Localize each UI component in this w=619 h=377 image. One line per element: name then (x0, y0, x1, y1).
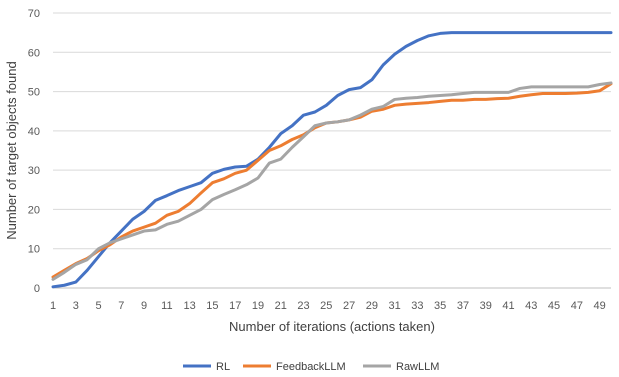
x-tick-label: 31 (389, 300, 401, 312)
y-tick-label: 20 (28, 204, 40, 216)
y-tick-label: 0 (34, 283, 40, 295)
x-tick-label: 43 (525, 300, 537, 312)
x-axis-ticks: 1 3 5 7 9 11 13 15 17 19 21 23 25 27 29 31 33 35 37 39 41 43 4… (50, 300, 606, 312)
x-tick-label: 23 (297, 300, 309, 312)
series-line-rawllm (51, 81, 613, 281)
y-tick-label: 70 (28, 8, 40, 20)
legend-label: RawLLM (396, 361, 439, 373)
x-tick-label: 29 (366, 300, 378, 312)
x-tick-label: 45 (548, 300, 560, 312)
series-line-rl (51, 31, 613, 289)
x-tick-label: 7 (118, 300, 124, 312)
x-tick-label: 47 (571, 300, 583, 312)
x-tick-label: 41 (502, 300, 514, 312)
x-tick-label: 37 (457, 300, 469, 312)
x-axis-title: Number of iterations (actions taken) (229, 319, 435, 334)
x-tick-label: 9 (141, 300, 147, 312)
y-tick-label: 60 (28, 47, 40, 59)
y-axis-ticks: 0 10 20 30 40 50 60 70 (28, 8, 40, 295)
x-tick-label: 49 (593, 300, 605, 312)
y-tick-label: 40 (28, 126, 40, 138)
x-tick-label: 13 (184, 300, 196, 312)
x-tick-label: 1 (50, 300, 56, 312)
x-tick-label: 5 (95, 300, 101, 312)
legend-label: RL (216, 361, 230, 373)
x-tick-label: 21 (275, 300, 287, 312)
gridlines (53, 12, 611, 250)
x-tick-label: 15 (206, 300, 218, 312)
y-tick-label: 30 (28, 165, 40, 177)
legend-label: FeedbackLLM (276, 361, 346, 373)
legend: RL FeedbackLLM RawLLM (183, 361, 439, 373)
x-tick-label: 19 (252, 300, 264, 312)
x-tick-label: 33 (411, 300, 423, 312)
x-tick-label: 39 (480, 300, 492, 312)
x-tick-label: 17 (229, 300, 241, 312)
series-line-feedbackllm (51, 82, 613, 279)
x-tick-label: 3 (73, 300, 79, 312)
x-tick-label: 35 (434, 300, 446, 312)
y-tick-label: 10 (28, 244, 40, 256)
x-tick-label: 27 (343, 300, 355, 312)
y-axis-title: Number of target objects found (4, 61, 19, 240)
x-tick-label: 25 (320, 300, 332, 312)
x-tick-label: 11 (161, 300, 172, 312)
series-lines (51, 31, 613, 289)
y-tick-label: 50 (28, 87, 40, 99)
